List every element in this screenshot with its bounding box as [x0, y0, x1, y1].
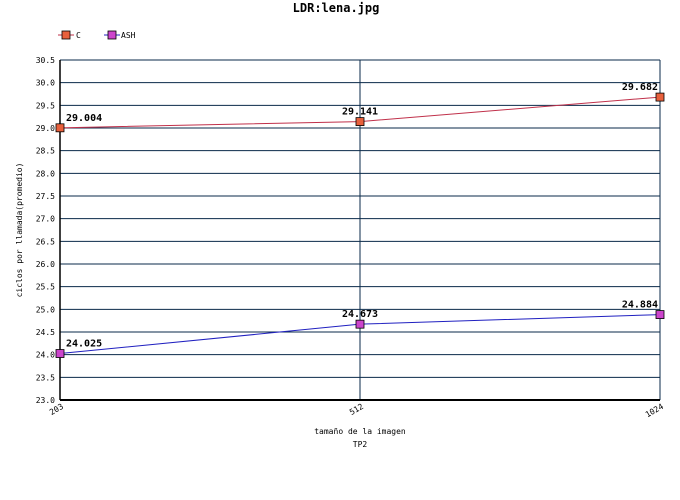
y-tick-label: 29.5: [36, 101, 55, 110]
x-tick-label: 1024: [644, 402, 665, 420]
legend-label-ash: ASH: [121, 31, 136, 40]
y-tick-label: 27.0: [36, 215, 55, 224]
y-tick-label: 30.5: [36, 56, 55, 65]
data-point: [55, 349, 65, 358]
y-tick-label: 25.0: [36, 305, 55, 314]
y-tick-label: 27.5: [36, 192, 55, 201]
data-point: [655, 92, 665, 102]
data-point: [355, 117, 365, 127]
x-axis-label: tamaño de la imagen: [314, 427, 406, 436]
y-tick-label: 26.5: [36, 237, 55, 246]
y-tick-label: 30.0: [36, 79, 55, 88]
data-point: [655, 310, 665, 319]
data-point: [55, 123, 65, 133]
y-tick-label: 24.0: [36, 351, 55, 360]
data-label: 24.025: [66, 339, 102, 350]
x-axis-sublabel: TP2: [353, 440, 368, 449]
y-tick-label: 26.0: [36, 260, 55, 269]
y-tick-label: 25.5: [36, 283, 55, 292]
y-tick-label: 29.0: [36, 124, 55, 133]
data-label: 29.141: [342, 107, 378, 118]
legend-label-c: C: [76, 31, 81, 40]
y-tick-label: 28.5: [36, 147, 55, 156]
legend-marker-c: [61, 30, 71, 40]
x-tick-label: 512: [348, 402, 365, 417]
y-axis-label: ciclos por llamada(promedio): [15, 163, 24, 298]
y-tick-label: 23.0: [36, 396, 55, 405]
data-label: 29.682: [622, 82, 658, 93]
y-axis-ticks: 23.0 23.5 24.0 24.5 25.0 25.5 26.0 26.5 27.0 27.5…: [36, 56, 55, 405]
data-label: 24.673: [342, 309, 378, 320]
data-point: [355, 319, 365, 329]
legend: C ASH: [58, 30, 136, 40]
series-group: 29.004 29.141 29.682 24.025 24.673 24.884: [55, 82, 665, 358]
data-label: 29.004: [66, 113, 102, 124]
y-tick-label: 23.5: [36, 373, 55, 382]
y-tick-label: 24.5: [36, 328, 55, 337]
data-label: 24.884: [622, 300, 658, 311]
y-tick-label: 28.0: [36, 169, 55, 178]
legend-marker-ash: [107, 30, 117, 40]
x-axis-ticks: 203 512 1024: [48, 402, 665, 420]
grid: [59, 59, 661, 401]
chart-title: LDR:lena.jpg: [293, 1, 380, 15]
